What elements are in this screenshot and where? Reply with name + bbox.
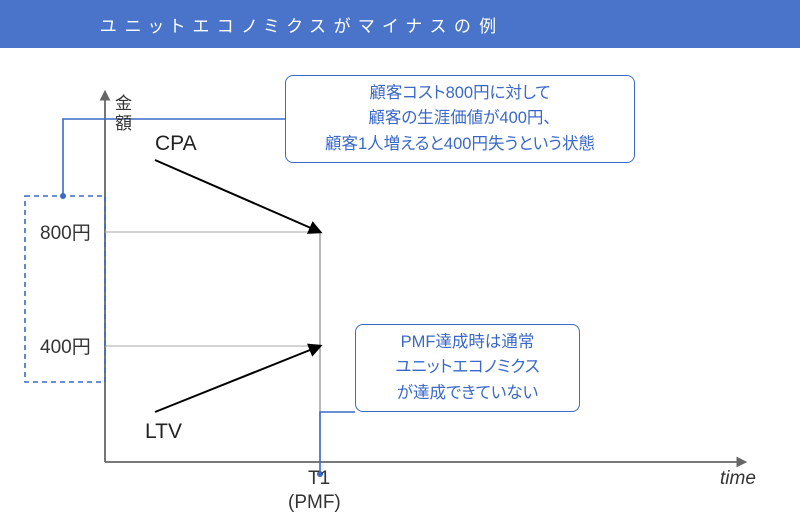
- y-axis-label: 金額: [115, 94, 132, 133]
- callout-top-connector-dot: [60, 193, 66, 199]
- callout-bottom: PMF達成時は通常ユニットエコノミクスが達成できていない: [355, 324, 580, 412]
- cpa-line-label: CPA: [155, 132, 197, 156]
- callout-bottom-connector: [320, 412, 355, 474]
- t1-label: T1: [308, 468, 330, 490]
- cpa-line: [155, 160, 320, 232]
- y-tick-800: 800円: [40, 218, 91, 245]
- callout-top: 顧客コスト800円に対して顧客の生涯価値が400円、顧客1人増えると400円失う…: [285, 75, 635, 163]
- y-tick-400: 400円: [40, 332, 91, 359]
- callout-top-connector: [63, 119, 285, 196]
- ltv-line: [155, 346, 320, 412]
- t1-sublabel: (PMF): [288, 492, 341, 514]
- ltv-line-label: LTV: [145, 420, 182, 444]
- x-axis-label: time: [720, 468, 756, 490]
